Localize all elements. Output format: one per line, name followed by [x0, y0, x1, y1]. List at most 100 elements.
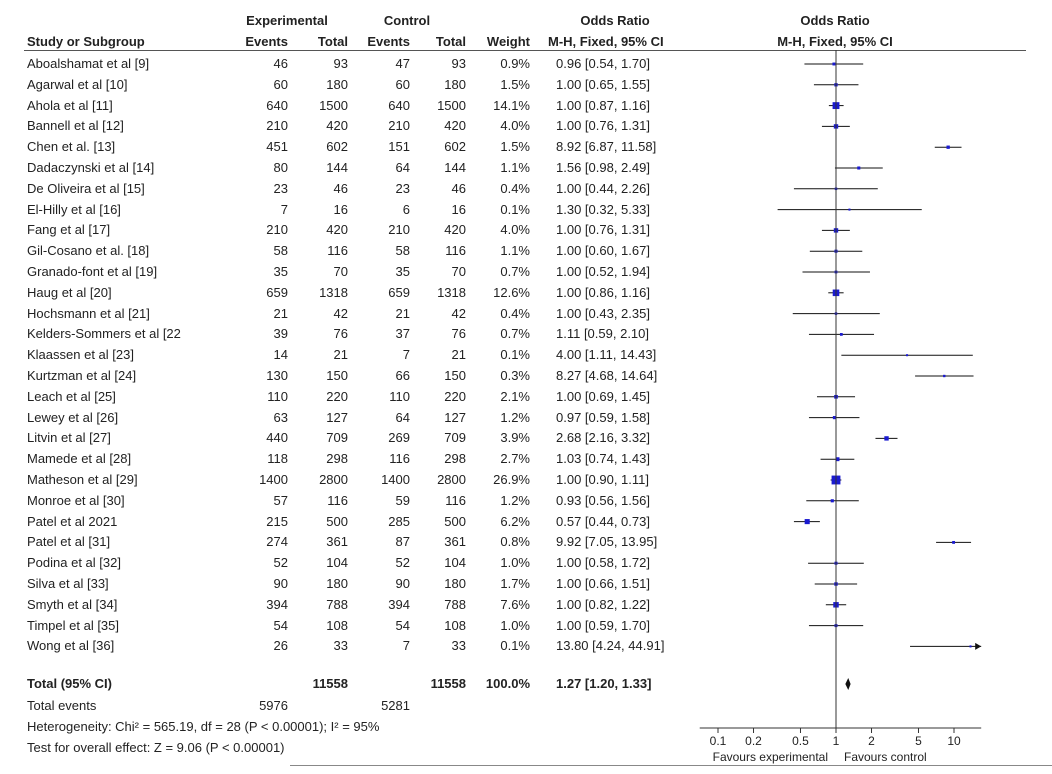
total-diamond [845, 678, 851, 690]
odds-ratio-ci: 1.56 [0.98, 2.49] [556, 160, 650, 175]
experimental-group-header: Experimental [246, 13, 328, 28]
exp-total: 220 [326, 388, 348, 404]
ctl-events: 6 [402, 201, 410, 217]
odds-ratio-ci: 0.57 [0.44, 0.73] [556, 513, 650, 529]
bottom-rule [290, 765, 1052, 766]
weight-column-header: Weight [486, 34, 530, 49]
odds-ratio-table-header: Odds Ratio [580, 13, 650, 28]
exp-events: 39 [273, 326, 288, 342]
study-name: Dadaczynski et al [14] [27, 160, 155, 175]
study-name: Kurtzman et al [24] [27, 368, 137, 383]
study-name: Podina et al [32] [27, 555, 121, 571]
exp-events: 23 [273, 180, 288, 196]
weight: 0.1% [500, 638, 530, 654]
study-name: Wong et al [36] [27, 638, 115, 654]
exp-events: 90 [273, 576, 288, 591]
odds-ratio-ci: 1.00 [0.76, 1.31] [556, 118, 650, 134]
weight: 0.1% [500, 201, 530, 217]
exp-total: 33 [333, 638, 348, 654]
study-name: Monroe et al [30] [27, 492, 125, 508]
study-name: Patel et al 2021 [27, 513, 118, 529]
exp-events: 210 [266, 222, 288, 238]
exp-total: 116 [327, 243, 348, 259]
odds-ratio-ci: 0.93 [0.56, 1.56] [556, 492, 650, 508]
study-name: Timpel et al [35] [27, 617, 120, 633]
odds-ratio-ci: 1.03 [0.74, 1.43] [556, 451, 650, 467]
exp-total: 104 [326, 555, 348, 571]
ctl-events: 7 [402, 347, 410, 363]
weight: 4.0% [500, 118, 530, 134]
ctl-total: 150 [444, 368, 466, 383]
ctl-events: 64 [395, 409, 410, 425]
ctl-events: 52 [395, 555, 410, 571]
weight: 3.9% [500, 430, 530, 446]
weight: 1.1% [500, 243, 530, 259]
exp-events: 118 [267, 451, 288, 467]
ctl-events-column-header: Events [367, 34, 410, 49]
study-name: Chen et al. [13] [27, 139, 116, 155]
ctl-total: 144 [444, 160, 466, 175]
odds-ratio-ci: 1.00 [0.86, 1.16] [556, 284, 650, 300]
ctl-events: 35 [395, 264, 410, 279]
x-tick-label: 0.1 [710, 734, 727, 748]
point-estimate [835, 457, 840, 462]
ctl-total: 298 [444, 451, 466, 467]
ctl-events: 394 [388, 596, 410, 612]
exp-events: 63 [273, 409, 288, 425]
odds-ratio-ci: 8.92 [6.87, 11.58] [556, 139, 657, 155]
exp-total: 1318 [319, 284, 348, 300]
exp-events: 394 [266, 596, 288, 612]
study-name: Matheson et al [29] [27, 472, 138, 487]
x-label-left: Favours experimental [713, 750, 828, 764]
ctl-events: 640 [388, 97, 410, 113]
total-weight: 100.0% [485, 676, 530, 691]
study-name: Lewey et al [26] [27, 409, 119, 425]
ci-arrow [975, 642, 982, 650]
ctl-events: 21 [395, 305, 410, 321]
ctl-total: 220 [444, 388, 466, 404]
total-exp-total: 11558 [312, 676, 348, 691]
odds-ratio-ci: 9.92 [7.05, 13.95] [556, 534, 658, 550]
study-column-header: Study or Subgroup [27, 34, 145, 49]
odds-ratio-ci: 1.00 [0.58, 1.72] [556, 555, 650, 571]
x-tick-label: 1 [833, 734, 840, 748]
exp-total: 2800 [319, 472, 348, 487]
study-name: Litvin et al [27] [27, 430, 111, 446]
study-name: Granado-font et al [19] [27, 264, 158, 279]
odds-ratio-ci: 1.00 [0.82, 1.22] [556, 596, 650, 612]
ctl-total: 33 [451, 638, 466, 654]
exp-events: 130 [266, 368, 288, 383]
study-name: Klaassen et al [23] [27, 347, 134, 363]
study-name: Gil-Cosano et al. [18] [27, 243, 150, 259]
x-tick-label: 10 [947, 734, 961, 748]
method-plot-column-header: M-H, Fixed, 95% CI [777, 34, 893, 49]
weight: 12.6% [493, 284, 530, 300]
exp-events: 80 [273, 160, 288, 175]
exp-total: 144 [326, 160, 348, 175]
ctl-total: 420 [444, 222, 466, 238]
x-tick-label: 2 [868, 734, 875, 748]
weight: 1.5% [500, 139, 530, 155]
point-estimate [884, 436, 889, 441]
odds-ratio-ci: 1.00 [0.59, 1.70] [556, 617, 650, 633]
study-name: Leach et al [25] [27, 388, 116, 404]
weight: 0.3% [500, 368, 530, 383]
ctl-events: 151 [388, 139, 410, 155]
exp-total: 76 [333, 326, 348, 342]
weight: 0.4% [500, 180, 530, 196]
ctl-events: 659 [388, 284, 410, 300]
exp-total: 788 [326, 596, 348, 612]
ctl-events: 210 [388, 118, 410, 134]
weight: 0.9% [500, 56, 530, 71]
overall-effect-text: Test for overall effect: Z = 9.06 (P < 0… [27, 740, 285, 755]
point-estimate [857, 166, 861, 170]
weight: 14.1% [493, 97, 530, 113]
ctl-total: 21 [451, 347, 466, 363]
ctl-total: 1500 [437, 97, 466, 113]
ctl-events: 110 [389, 388, 410, 404]
exp-total: 180 [326, 576, 348, 591]
weight: 2.7% [500, 451, 530, 467]
weight: 6.2% [500, 513, 530, 529]
ctl-total: 709 [444, 430, 466, 446]
weight: 7.6% [500, 596, 530, 612]
